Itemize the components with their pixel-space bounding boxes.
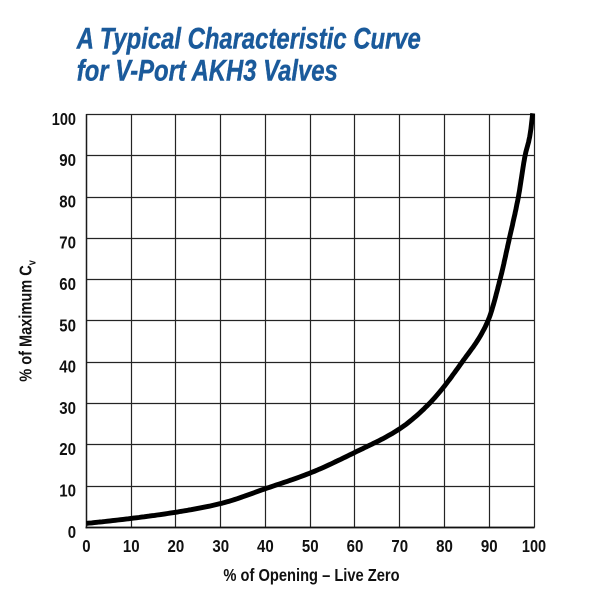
svg-text:90: 90 bbox=[59, 150, 76, 170]
svg-text:0: 0 bbox=[68, 522, 76, 542]
svg-text:70: 70 bbox=[391, 536, 408, 556]
svg-text:60: 60 bbox=[59, 274, 76, 294]
svg-text:60: 60 bbox=[347, 536, 364, 556]
svg-text:70: 70 bbox=[59, 233, 76, 253]
svg-text:10: 10 bbox=[123, 536, 140, 556]
svg-text:80: 80 bbox=[436, 536, 453, 556]
svg-text:100: 100 bbox=[52, 109, 76, 129]
svg-text:A Typical Characteristic Curve: A Typical Characteristic Curve bbox=[76, 22, 421, 55]
svg-text:% of Opening – Live Zero: % of Opening – Live Zero bbox=[223, 566, 399, 586]
svg-text:30: 30 bbox=[59, 398, 76, 418]
svg-text:40: 40 bbox=[257, 536, 274, 556]
svg-text:20: 20 bbox=[59, 439, 76, 459]
svg-text:0: 0 bbox=[82, 536, 90, 556]
svg-text:% of Maximum Cv: % of Maximum Cv bbox=[16, 260, 38, 382]
svg-text:50: 50 bbox=[302, 536, 319, 556]
svg-text:30: 30 bbox=[212, 536, 229, 556]
svg-text:20: 20 bbox=[168, 536, 185, 556]
svg-text:90: 90 bbox=[481, 536, 498, 556]
svg-text:10: 10 bbox=[59, 481, 76, 501]
svg-text:40: 40 bbox=[59, 357, 76, 377]
svg-text:for V-Port AKH3 Valves: for V-Port AKH3 Valves bbox=[77, 54, 338, 87]
svg-text:50: 50 bbox=[59, 315, 76, 335]
svg-text:100: 100 bbox=[522, 536, 546, 556]
svg-text:80: 80 bbox=[59, 191, 76, 211]
